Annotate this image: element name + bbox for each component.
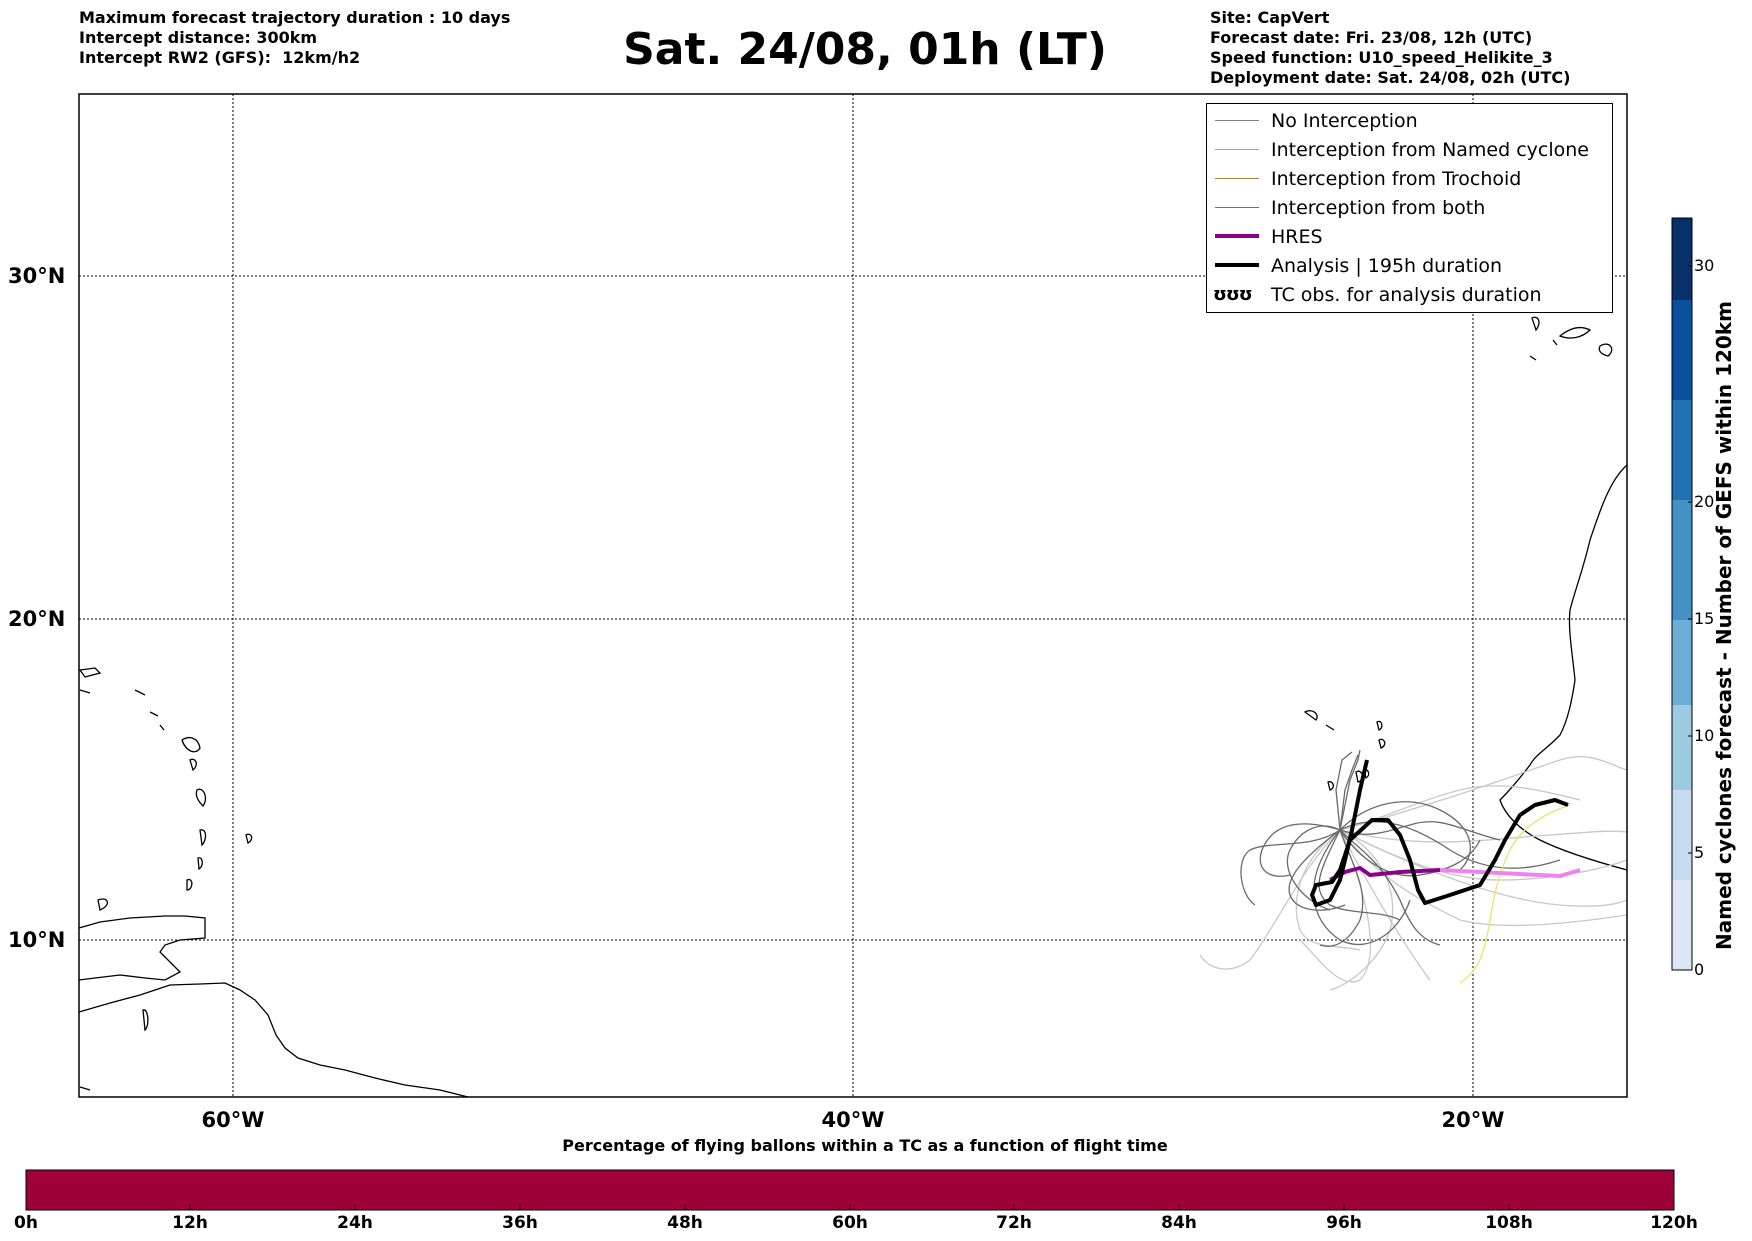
bottom-colorbar-tick: 0h [14,1213,38,1233]
trajectory-trochoid-yellow [1459,804,1571,984]
legend-item-analysis: Analysis | 195h duration [1207,253,1612,279]
lon-tick-20w: 20°W [1441,1108,1505,1132]
legend-label: Interception from Named cyclone [1271,139,1589,161]
legend-label: TC obs. for analysis duration [1271,284,1542,306]
bottom-colorbar-tick: 84h [1161,1213,1197,1233]
right-colorbar-tick: 10 [1694,726,1715,745]
legend-swatch [1215,120,1259,121]
right-colorbar-tick: 20 [1694,492,1715,511]
legend-item-named-cyclone: Interception from Named cyclone [1207,137,1612,163]
bottom-colorbar-tick: 36h [502,1213,538,1233]
lat-tick-10n: 10°N [8,928,66,952]
right-colorbar-tick: 15 [1694,609,1715,628]
site-text: Site: CapVert [1210,8,1330,27]
coast-cape-verde [1303,710,1386,791]
analysis-track [1310,759,1569,907]
lon-tick-60w: 60°W [201,1108,265,1132]
bottom-colorbar-tick: 48h [667,1213,703,1233]
legend-label: Interception from both [1271,197,1486,219]
legend-item-hres: HRES [1207,224,1612,250]
map-title: Sat. 24/08, 01h (LT) [623,24,1107,75]
header-right-info: Site: CapVert Forecast date: Fri. 23/08,… [1210,8,1570,88]
bottom-colorbar-tick: 120h [1650,1213,1698,1233]
speed-function-text: Speed function: U10_speed_Helikite_3 [1210,48,1553,67]
legend-swatch [1215,178,1259,179]
bottom-colorbar-tick: 12h [172,1213,208,1233]
legend-swatch [1215,234,1259,238]
legend-swatch [1215,263,1259,267]
deployment-date-text: Deployment date: Sat. 24/08, 02h (UTC) [1210,68,1571,87]
bottom-colorbar-tick: 60h [832,1213,868,1233]
legend-label: Interception from Trochoid [1271,168,1522,190]
lat-tick-30n: 30°N [8,264,66,288]
legend-item-no-interception: No Interception [1207,108,1612,134]
legend-item-tc-obs: ʊʊʊ TC obs. for analysis duration [1207,282,1612,308]
intercept-rw2-text: Intercept RW2 (GFS): 12km/h2 [79,48,361,67]
bottom-colorbar-tick: 72h [996,1213,1032,1233]
legend-item-both: Interception from both [1207,195,1612,221]
legend-item-trochoid: Interception from Trochoid [1207,166,1612,192]
coastlines [78,316,1628,1098]
legend-label: HRES [1271,226,1323,248]
coast-south-america [78,982,469,1098]
right-colorbar-tick: 30 [1694,256,1715,275]
intercept-distance-text: Intercept distance: 300km [79,28,318,47]
trajectories-no-interception [1240,749,1561,947]
legend-swatch [1215,149,1259,150]
header-left-info: Maximum forecast trajectory duration : 1… [79,8,510,68]
lat-tick-20n: 20°N [8,607,66,631]
bottom-colorbar-title: Percentage of flying ballons within a TC… [562,1136,1168,1155]
legend: No Interception Interception from Named … [1206,103,1613,313]
coast-canary-islands [1529,316,1613,361]
right-colorbar-tick: 0 [1694,960,1705,979]
lon-tick-40w: 40°W [821,1108,885,1132]
max-duration-text: Maximum forecast trajectory duration : 1… [79,8,511,27]
gridlines [79,94,1627,1097]
coast-africa [1499,464,1628,871]
right-colorbar-label: Named cyclones forecast - Number of GEFS… [1712,301,1736,950]
legend-label: No Interception [1271,110,1418,132]
right-colorbar [1671,217,1693,971]
bottom-colorbar-tick: 96h [1326,1213,1362,1233]
coast-caribbean-islands [78,667,253,1091]
bottom-colorbar [25,1169,1675,1211]
hres-track-light [1439,868,1581,879]
tc-obs-symbol-icon: ʊʊʊ [1213,284,1253,305]
forecast-date-text: Forecast date: Fri. 23/08, 12h (UTC) [1210,28,1533,47]
bottom-colorbar-tick: 108h [1485,1213,1533,1233]
right-colorbar-tick: 5 [1694,843,1705,862]
coast-venezuela [78,915,206,981]
legend-swatch [1215,207,1259,208]
bottom-colorbar-tick: 24h [337,1213,373,1233]
map-frame [78,93,1628,1098]
legend-label: Analysis | 195h duration [1271,255,1503,277]
